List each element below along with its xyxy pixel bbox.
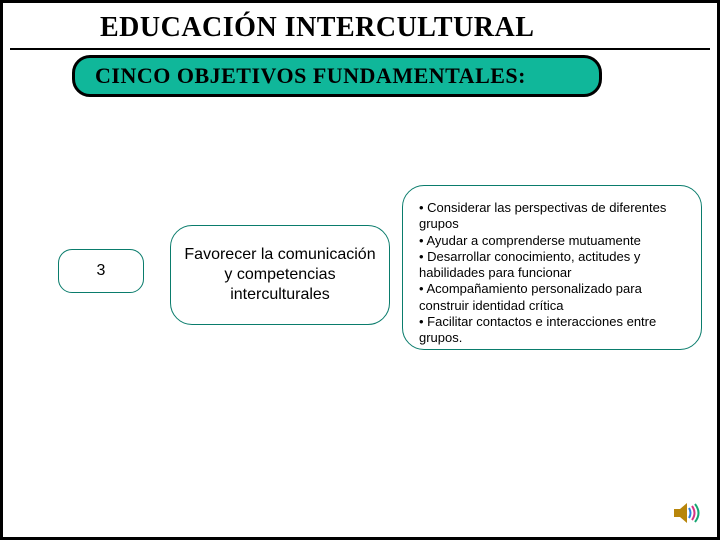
objective-number-box: 3 — [58, 249, 144, 293]
list-item: Facilitar contactos e interacciones entr… — [419, 314, 685, 347]
list-item: Ayudar a comprenderse mutuamente — [419, 233, 685, 249]
speaker-icon — [674, 502, 702, 524]
bullet-list: Considerar las perspectivas de diferente… — [419, 200, 685, 346]
objective-bullets-box: Considerar las perspectivas de diferente… — [402, 185, 702, 350]
list-item: Considerar las perspectivas de diferente… — [419, 200, 685, 233]
list-item: Desarrollar conocimiento, actitudes y ha… — [419, 249, 685, 282]
page-title: EDUCACIÓN INTERCULTURAL — [100, 12, 534, 44]
list-item: Acompañamiento personalizado para constr… — [419, 281, 685, 314]
objective-title-text: Favorecer la comunicación y competencias… — [183, 245, 377, 305]
subtitle-pill: CINCO OBJETIVOS FUNDAMENTALES: — [72, 55, 602, 97]
objective-number-label: 3 — [97, 262, 106, 280]
subtitle-text: CINCO OBJETIVOS FUNDAMENTALES: — [95, 63, 526, 89]
objective-title-box: Favorecer la comunicación y competencias… — [170, 225, 390, 325]
title-underline — [10, 48, 710, 50]
